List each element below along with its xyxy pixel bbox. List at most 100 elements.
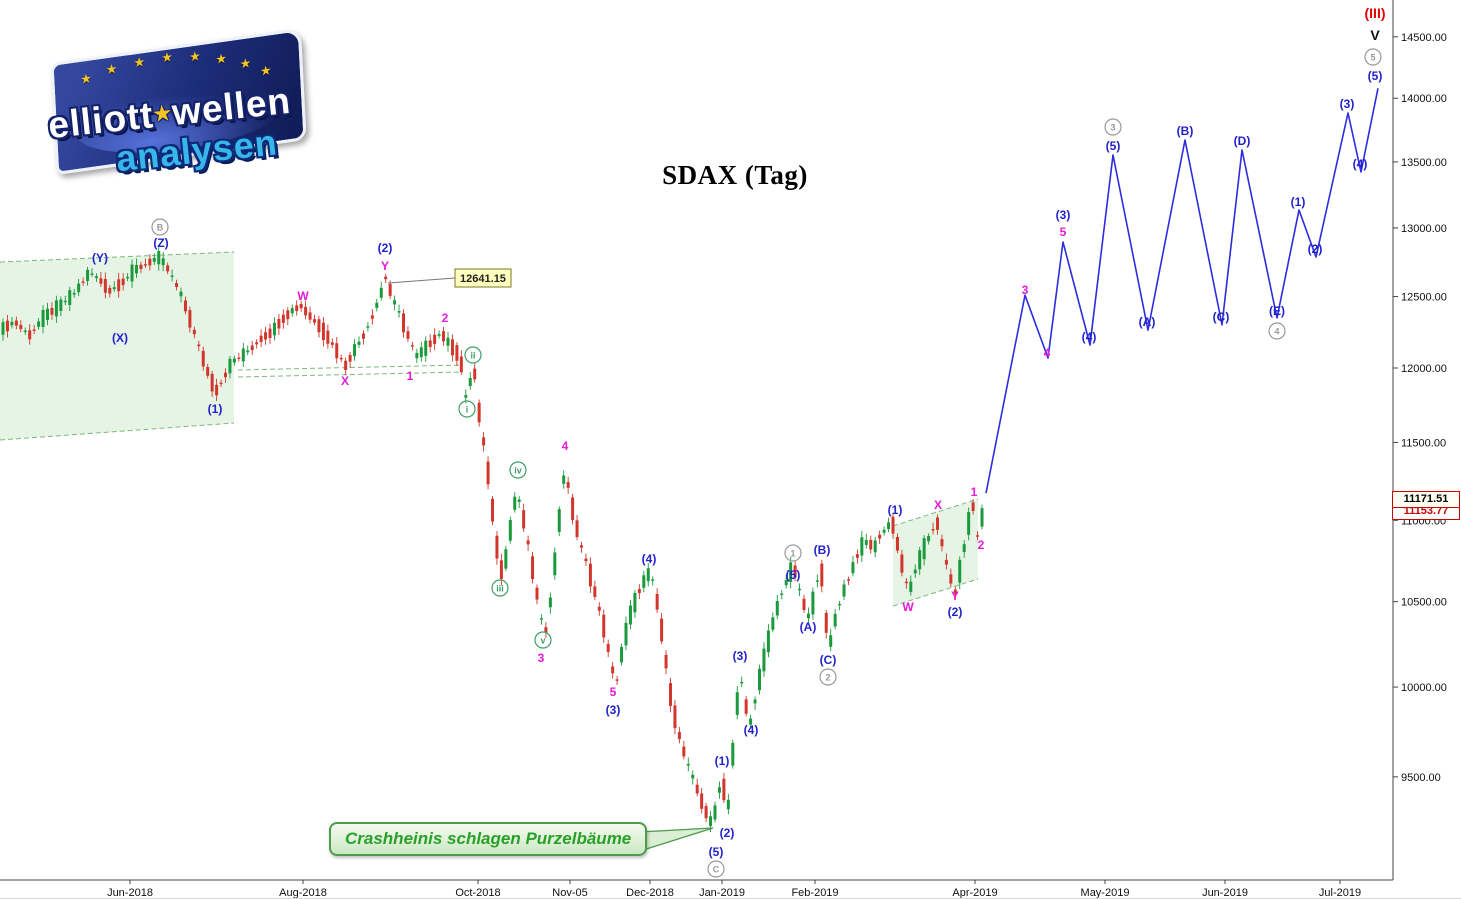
callout-text: Crashheinis schlagen Purzelbäume bbox=[345, 829, 632, 848]
wave-label: (1) bbox=[715, 754, 730, 768]
wave-label: (2) bbox=[1308, 242, 1323, 256]
x-axis-label: Jan-2019 bbox=[699, 887, 745, 898]
y-axis-label: 13500.00 bbox=[1401, 157, 1447, 169]
wave-label: (A) bbox=[800, 620, 817, 634]
wave-label: (3) bbox=[733, 649, 748, 663]
wave-label: 1 bbox=[790, 549, 795, 559]
projection-line bbox=[985, 88, 1379, 494]
wave-label: 5 bbox=[1060, 225, 1067, 239]
wave-label: Y bbox=[381, 259, 389, 273]
wave-label: (B) bbox=[1177, 124, 1194, 138]
logo-star-icon: ★ bbox=[152, 102, 174, 127]
x-axis-label: Jun-2019 bbox=[1202, 887, 1248, 898]
price-annotation: 12641.15 bbox=[387, 268, 512, 288]
wave-label: (4) bbox=[642, 552, 657, 566]
wave-label: 3 bbox=[538, 651, 545, 665]
x-axis-label: Nov-05 bbox=[552, 887, 587, 898]
wave-label: X bbox=[934, 498, 942, 512]
x-axis-label: May-2019 bbox=[1081, 887, 1130, 898]
y-axis-label: 10000.00 bbox=[1401, 682, 1447, 694]
wave-label: (5) bbox=[709, 845, 724, 859]
wave-label: (C) bbox=[1213, 310, 1230, 324]
wave-label: 2 bbox=[978, 538, 985, 552]
wave-label: (B) bbox=[814, 543, 831, 557]
x-axis-label: Jul-2019 bbox=[1319, 887, 1361, 898]
wave-label: 5 bbox=[610, 685, 617, 699]
flag-star-icon: ★ bbox=[214, 50, 228, 68]
wave-label: 3 bbox=[1110, 123, 1115, 133]
wave-labels: (Y)B(Z)(X)(1)WX(2)Y12iiiiiiivv345(3)(4)(… bbox=[92, 5, 1386, 878]
wave-label: iv bbox=[514, 466, 522, 476]
wave-label: B bbox=[157, 223, 164, 233]
wave-label: iii bbox=[496, 584, 504, 594]
wave-label: (III) bbox=[1365, 5, 1386, 21]
wave-label: W bbox=[902, 600, 914, 614]
wave-label: 1 bbox=[407, 369, 414, 383]
channel-zones bbox=[0, 251, 979, 607]
y-axis-label: 11500.00 bbox=[1401, 437, 1446, 449]
site-logo: ★ ★ ★ ★ ★ ★ ★ ★ elliott★wellen analysen bbox=[41, 25, 345, 204]
wave-label: (D) bbox=[1234, 134, 1251, 148]
wave-label: (3) bbox=[1056, 208, 1071, 222]
callout-box: Crashheinis schlagen Purzelbäume bbox=[329, 822, 648, 856]
candlestick-series bbox=[1, 247, 984, 832]
y-axis-label: 9500.00 bbox=[1401, 772, 1441, 784]
flag-star-icon: ★ bbox=[79, 70, 93, 87]
wave-label: (Z) bbox=[153, 236, 168, 250]
flag-star-icon: ★ bbox=[105, 60, 118, 78]
wave-label: (X) bbox=[112, 331, 128, 345]
x-axis-label: Dec-2018 bbox=[626, 887, 674, 898]
x-axis-label: Aug-2018 bbox=[279, 887, 327, 898]
wave-label: i bbox=[466, 405, 469, 415]
y-axis-label: 13000.00 bbox=[1401, 223, 1447, 235]
wave-label: V bbox=[1370, 27, 1380, 43]
y-axis-label: 12500.00 bbox=[1401, 292, 1447, 304]
wave-label: (1) bbox=[208, 402, 223, 416]
y-axis-label: 14500.00 bbox=[1401, 32, 1447, 44]
y-axis-label: 14000.00 bbox=[1401, 93, 1447, 105]
wave-label: (2) bbox=[948, 605, 963, 619]
wave-label: (5) bbox=[786, 568, 801, 582]
wave-label: 2 bbox=[442, 311, 449, 325]
flag-star-icon: ★ bbox=[160, 48, 174, 66]
x-axis-label: Feb-2019 bbox=[791, 887, 838, 898]
x-axis-label: Oct-2018 bbox=[455, 887, 500, 898]
wave-label: 2 bbox=[825, 673, 830, 683]
flag-star-icon: ★ bbox=[239, 55, 252, 72]
wave-label: ii bbox=[470, 351, 475, 361]
y-axis-label: 12000.00 bbox=[1401, 363, 1447, 375]
chart-title: SDAX (Tag) bbox=[662, 160, 808, 190]
wave-label: (3) bbox=[606, 703, 621, 717]
wave-label: (1) bbox=[1291, 195, 1306, 209]
price-label-current: 11171.51 bbox=[1392, 491, 1460, 508]
wave-label: (Y) bbox=[92, 251, 108, 265]
wave-label: (3) bbox=[1340, 97, 1355, 111]
flag-star-icon: ★ bbox=[259, 62, 272, 79]
x-axis-label: Jun-2018 bbox=[107, 887, 153, 898]
wave-label: (1) bbox=[888, 503, 903, 517]
wave-label: (4) bbox=[1082, 330, 1097, 344]
wave-label: X bbox=[341, 374, 349, 388]
flag-star-icon: ★ bbox=[133, 53, 146, 71]
wave-label: (E) bbox=[1269, 304, 1285, 318]
wave-label: (2) bbox=[378, 241, 393, 255]
wave-label: 5 bbox=[1370, 53, 1375, 63]
wave-label: (C) bbox=[820, 653, 837, 667]
wave-label: (4) bbox=[1353, 157, 1368, 171]
wave-label: 4 bbox=[1274, 327, 1279, 337]
svg-text:12641.15: 12641.15 bbox=[460, 273, 506, 285]
wave-label: 4 bbox=[1044, 346, 1051, 360]
wave-label: (5) bbox=[1106, 139, 1121, 153]
wave-label: W bbox=[297, 289, 309, 303]
wave-label: 1 bbox=[971, 485, 978, 499]
wave-label: 4 bbox=[562, 439, 569, 453]
wave-label: (5) bbox=[1368, 69, 1383, 83]
y-axis-label: 10500.00 bbox=[1401, 597, 1447, 609]
wave-label: Y bbox=[951, 589, 959, 603]
wave-label: (4) bbox=[744, 723, 759, 737]
flag-star-icon: ★ bbox=[188, 48, 202, 65]
wave-label: (A) bbox=[1139, 315, 1156, 329]
